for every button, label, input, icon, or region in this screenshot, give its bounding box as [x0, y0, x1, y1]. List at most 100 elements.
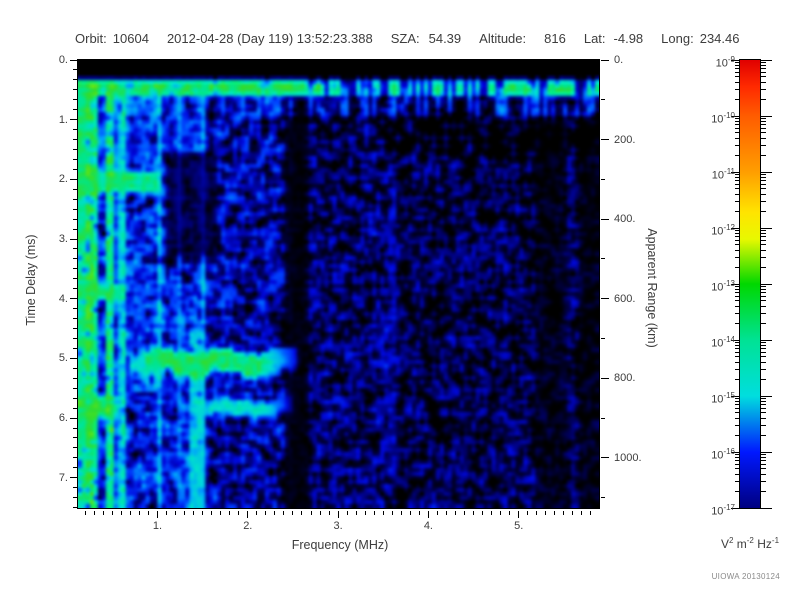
x-minor-tick — [283, 511, 285, 515]
colorbar-minor-tick-left — [735, 400, 739, 402]
x-minor-tick — [229, 511, 231, 515]
colorbar-minor-tick-left — [735, 124, 739, 126]
y-minor-tick — [73, 427, 77, 429]
colorbar-tick-label: 10-16 — [711, 447, 735, 462]
x-minor-tick — [364, 511, 366, 515]
colorbar-minor-tick-left — [735, 468, 739, 470]
colorbar-minor-tick-left — [735, 249, 739, 251]
colorbar-major-tick-left — [731, 507, 739, 509]
colorbar-minor-tick-right — [761, 292, 766, 294]
colorbar-tick-exponent: -17 — [723, 503, 735, 512]
header-item-value: 10604 — [112, 31, 149, 46]
header-item-label: Long: — [661, 31, 694, 46]
colorbar-minor-tick-left — [735, 412, 739, 414]
colorbar-minor-tick-left — [735, 292, 739, 294]
colorbar-major-tick-left — [731, 339, 739, 341]
y-major-tick — [70, 238, 77, 240]
y-minor-tick — [73, 467, 77, 469]
y-tick-label: 7. — [58, 471, 68, 484]
colorbar-major-tick-right — [761, 339, 772, 341]
colorbar-minor-tick-right — [761, 183, 766, 185]
colorbar-minor-tick-right — [761, 286, 766, 288]
y-major-tick — [70, 119, 77, 121]
colorbar-minor-tick-right — [761, 356, 766, 358]
colorbar-minor-tick-right — [761, 120, 766, 122]
colorbar-tick-label: 10-12 — [711, 223, 735, 238]
y2-tick-label: 0. — [614, 54, 624, 66]
x-minor-tick — [500, 511, 502, 515]
colorbar-minor-tick-left — [735, 256, 739, 258]
colorbar-minor-tick-right — [761, 407, 766, 409]
spectrogram-plot-frame — [77, 59, 600, 509]
colorbar-minor-tick-left — [735, 127, 739, 129]
y-minor-tick — [73, 308, 77, 310]
colorbar-minor-tick-left — [735, 417, 739, 419]
colorbar-minor-tick-left — [735, 322, 739, 324]
colorbar-tick-label: 10-15 — [711, 391, 735, 406]
colorbar-minor-tick-right — [761, 62, 766, 64]
x-minor-tick — [166, 511, 167, 515]
y-minor-tick — [73, 99, 77, 101]
y2-major-tick — [601, 377, 609, 379]
colorbar-minor-tick-right — [761, 368, 766, 370]
x-minor-tick — [572, 511, 574, 515]
colorbar-minor-tick-left — [735, 424, 739, 426]
x-major-tick — [337, 511, 339, 518]
colorbar-tick-exponent: -10 — [723, 111, 735, 120]
x-minor-tick — [400, 511, 402, 515]
x-major-tick — [247, 511, 249, 518]
y-tick-label: 4. — [58, 292, 68, 305]
colorbar-minor-tick-left — [735, 378, 739, 380]
y-minor-tick — [73, 79, 77, 81]
colorbar-minor-tick-right — [761, 137, 766, 139]
colorbar-minor-tick-left — [735, 286, 739, 288]
colorbar-minor-tick-left — [735, 64, 739, 66]
colorbar-major-tick-left — [731, 115, 739, 117]
y-minor-tick — [73, 397, 77, 399]
colorbar-tick-exponent: -14 — [723, 335, 735, 344]
colorbar-minor-tick-right — [761, 400, 766, 402]
colorbar-minor-tick-right — [761, 180, 766, 182]
x-minor-tick — [111, 511, 113, 515]
colorbar-minor-tick-left — [735, 305, 739, 307]
colorbar-tick-label: 10-9 — [715, 55, 735, 70]
colorbar-minor-tick-left — [735, 398, 739, 400]
y2-minor-tick — [601, 178, 605, 180]
colorbar-minor-tick-left — [735, 176, 739, 178]
colorbar-major-tick-right — [761, 227, 772, 229]
colorbar-minor-tick-left — [735, 344, 739, 346]
colorbar-minor-tick-right — [761, 288, 766, 290]
colorbar-minor-tick-left — [735, 361, 739, 363]
colorbar-minor-tick-left — [735, 81, 739, 83]
colorbar-minor-tick-left — [735, 200, 739, 202]
y-minor-tick — [73, 387, 77, 389]
x-minor-tick — [554, 511, 556, 515]
x-minor-tick — [274, 511, 276, 515]
x-minor-tick — [409, 511, 411, 515]
colorbar-minor-tick-right — [761, 249, 766, 251]
x-major-tick — [156, 511, 158, 518]
colorbar-minor-tick-right — [761, 232, 766, 234]
colorbar-minor-tick-left — [735, 137, 739, 139]
colorbar-minor-tick-left — [735, 351, 739, 353]
colorbar-minor-tick-right — [761, 76, 766, 78]
y-minor-tick — [73, 188, 77, 190]
header-item-label: Altitude: — [479, 31, 527, 46]
colorbar-minor-tick-left — [735, 473, 739, 475]
header-item: Altitude: 816 — [479, 31, 566, 46]
x-minor-tick — [436, 511, 438, 515]
x-minor-tick — [220, 511, 222, 515]
y-minor-tick — [73, 437, 77, 439]
y2-minor-tick — [601, 338, 605, 339]
x-minor-tick — [147, 511, 149, 515]
colorbar-minor-tick-left — [735, 174, 739, 176]
y-minor-tick — [73, 497, 77, 499]
colorbar-tick-exponent: -16 — [723, 447, 735, 456]
y2-tick-label: 600. — [614, 292, 636, 305]
x-minor-tick — [175, 511, 177, 515]
x-tick-label: 2. — [243, 520, 253, 532]
colorbar-minor-tick-right — [761, 176, 766, 178]
x-minor-tick — [536, 511, 538, 515]
colorbar-minor-tick-right — [761, 351, 766, 353]
y2-tick-label: 400. — [614, 213, 636, 226]
